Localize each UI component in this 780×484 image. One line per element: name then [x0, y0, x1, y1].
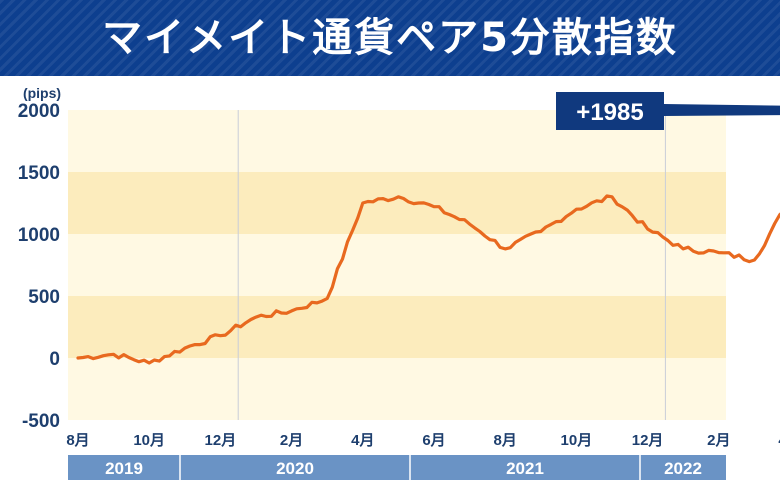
year-segment: [68, 455, 180, 480]
plot-band: [68, 172, 726, 234]
year-label: 2019: [105, 459, 143, 478]
x-tick-label: 8月: [66, 432, 89, 449]
x-tick-label: 4月: [351, 432, 374, 449]
y-tick-label: 1000: [18, 225, 60, 246]
year-segment: [640, 455, 726, 480]
x-tick-label: 2月: [707, 432, 730, 449]
y-tick-label: 2000: [18, 101, 60, 122]
year-segment: [410, 455, 640, 480]
index-series-line: [76, 194, 780, 365]
plot-band: [68, 358, 726, 420]
annotation-callout: +1985: [556, 92, 780, 130]
annotation-label: +1985: [576, 99, 643, 126]
x-tick-label: 10月: [561, 432, 593, 449]
year-label: 2020: [276, 459, 314, 478]
plot-band: [68, 234, 726, 296]
y-tick-label: -500: [22, 411, 60, 432]
x-tick-label: 8月: [494, 432, 517, 449]
x-tick-label: 2月: [280, 432, 303, 449]
chart-title: マイメイト通貨ペア5分散指数: [102, 15, 678, 61]
y-tick-label: 0: [49, 349, 60, 370]
x-tick-label: 4月: [778, 432, 780, 449]
year-label: 2022: [664, 459, 702, 478]
y-tick-label: 1500: [18, 163, 60, 184]
x-tick-label: 12月: [205, 432, 237, 449]
plot-band: [68, 296, 726, 358]
year-label: 2021: [506, 459, 544, 478]
x-tick-label: 6月: [422, 432, 445, 449]
chart-plot: 2000 1500 1000 500 0 -500 (pips) +1985 8月 10月 1…: [18, 85, 780, 480]
x-tick-label: 10月: [133, 432, 165, 449]
x-tick-label: 12月: [632, 432, 664, 449]
title-banner: マイメイト通貨ペア5分散指数: [0, 0, 780, 76]
y-axis-unit-label: (pips): [23, 85, 61, 101]
callout-box: [556, 92, 780, 130]
year-segment: [180, 455, 410, 480]
y-tick-label: 500: [28, 287, 60, 308]
